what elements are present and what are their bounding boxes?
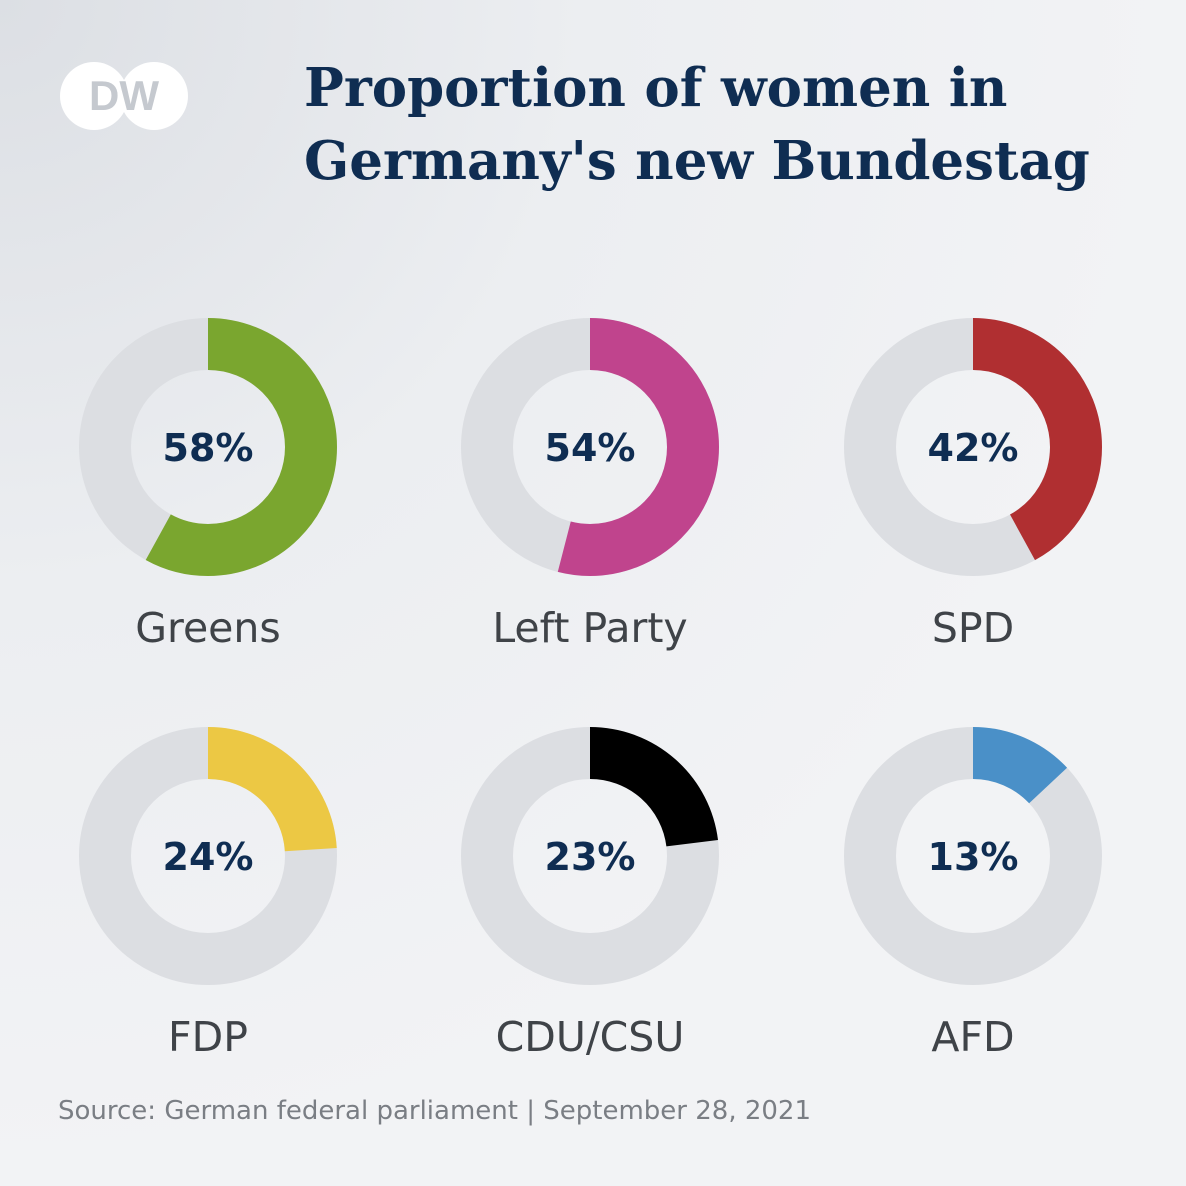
donut-spd: 42% SPD: [844, 318, 1102, 652]
donut-segment-greens: [79, 318, 337, 576]
donut-greens: 58% Greens: [79, 318, 337, 652]
chart-title: Proportion of women in Germany's new Bun…: [304, 57, 1090, 192]
value-label-fdp: 24%: [163, 835, 254, 879]
value-label-greens: 58%: [163, 426, 254, 470]
category-label-spd: SPD: [932, 604, 1014, 652]
donut-afd: 13% AFD: [844, 727, 1102, 1061]
donut-segment-afd: [844, 727, 1102, 985]
value-label-cdu-csu: 23%: [545, 835, 636, 879]
donut-fdp: 24% FDP: [79, 727, 337, 1061]
dw-logo-text: DW: [89, 72, 159, 119]
value-label-spd: 42%: [928, 426, 1019, 470]
category-label-left-party: Left Party: [492, 604, 687, 652]
donut-left-party: 54% Left Party: [461, 318, 719, 652]
donut-segment-cdu-csu: [461, 727, 719, 985]
donut-cdu-csu: 23% CDU/CSU: [461, 727, 719, 1061]
category-label-greens: Greens: [135, 604, 281, 652]
category-label-fdp: FDP: [168, 1013, 248, 1061]
source-note: Source: German federal parliament | Sept…: [58, 1096, 812, 1126]
value-label-left-party: 54%: [545, 426, 636, 470]
value-label-afd: 13%: [928, 835, 1019, 879]
donut-segment-fdp: [79, 727, 337, 985]
donut-segment-left-party: [461, 318, 719, 576]
dw-logo: DW: [60, 62, 188, 130]
category-label-cdu-csu: CDU/CSU: [496, 1013, 685, 1061]
donut-segment-spd: [844, 318, 1102, 576]
category-label-afd: AFD: [931, 1013, 1014, 1061]
